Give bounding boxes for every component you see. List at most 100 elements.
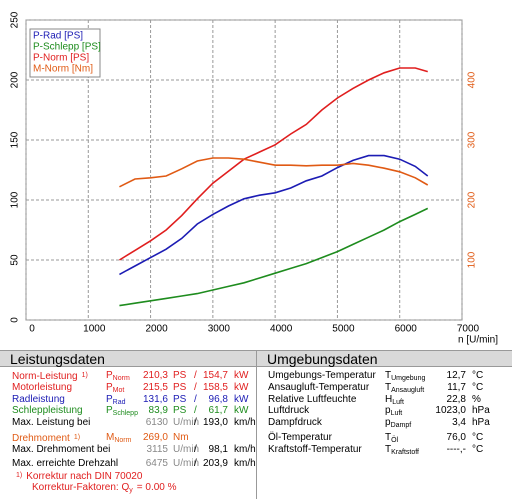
row-unit: kW — [234, 382, 249, 393]
row-unit: % — [472, 394, 481, 405]
row-label: Ansaugluft-Temperatur — [268, 382, 369, 394]
row-label: Korrektur-Faktoren: Qy = 0.00 % — [32, 482, 177, 497]
row-unit: U/min — [173, 417, 200, 428]
symbol: p — [385, 405, 391, 416]
row-unit: U/min — [173, 444, 200, 455]
symbol: P — [106, 394, 113, 405]
symbol-sub: Schlepp — [112, 410, 138, 417]
row-value: 61,7 — [208, 405, 228, 416]
row-label: Kraftstoff-Temperatur — [268, 444, 362, 455]
symbol-sub: Umgebung — [391, 375, 426, 382]
row-label: Umgebungs-Temperatur — [268, 370, 376, 381]
row-label: Norm-Leistung 1) — [12, 370, 92, 383]
row-label: Dampfdruck — [268, 417, 322, 428]
row-label: Max. Drehmoment bei — [12, 444, 110, 456]
row-unit: km/h — [234, 417, 256, 428]
row-value: 1023,0 — [435, 405, 466, 416]
row-symbol: PMot — [106, 382, 124, 397]
row-unit: °C — [472, 382, 484, 393]
row-unit: °C — [472, 370, 484, 381]
series-line — [119, 154, 429, 276]
row-label: Öl-Temperatur — [268, 432, 332, 443]
row-label: Schleppleistung — [12, 405, 83, 416]
x-tick-label: 6000 — [395, 324, 418, 335]
row-label: Motorleistung — [12, 382, 73, 393]
legend-entry: M-Norm [Nm] — [33, 64, 93, 75]
row-unit: kW — [234, 394, 249, 405]
row-label: Relative Luftfeuchte — [268, 394, 357, 405]
row-value: 76,0 — [446, 432, 466, 443]
symbol-sub: Norm — [112, 375, 130, 382]
y2-tick-label: 100 — [467, 251, 478, 268]
x-tick-label: 1000 — [83, 324, 106, 335]
section-header: Umgebungsdaten — [256, 350, 512, 367]
row-label: Drehmoment — [12, 433, 70, 444]
row-value: ----,- — [446, 444, 466, 455]
y2-tick-label: 300 — [467, 131, 478, 148]
symbol: P — [106, 382, 113, 393]
symbol-sub: Ansaugluft — [391, 387, 425, 394]
row-value: 3115 — [146, 444, 168, 455]
chart: n [U/min] 0 1000 2000 3000 4000 5000 6000 7000 0… — [10, 11, 499, 346]
symbol-sub: Luft — [390, 410, 403, 417]
row-label: Luftdruck — [268, 405, 310, 416]
y2-tick-label: 200 — [467, 191, 478, 208]
y-tick-label: 50 — [10, 254, 21, 266]
row-value: 6130 — [145, 417, 168, 428]
row-symbol: PRad — [106, 394, 126, 409]
row-label: Max. erreichte Drehzahl — [12, 458, 119, 469]
series-line — [119, 157, 429, 188]
symbol: T — [385, 432, 392, 443]
row-label: Max. Leistung bei — [12, 417, 90, 429]
separator — [256, 367, 257, 499]
row-label: Norm-Leistung — [12, 371, 78, 382]
row-note: 1) — [16, 472, 23, 479]
symbol-sub: Norm — [114, 437, 132, 444]
x-tick-label: 4000 — [270, 324, 293, 335]
row-unit: hPa — [472, 405, 490, 416]
row-label: Ansaugluft-Temperatur — [268, 382, 370, 393]
row-unit: PS — [173, 394, 187, 405]
row-symbol: pDampf — [385, 417, 411, 432]
symbol: T — [385, 382, 392, 393]
row-label: Umgebungs-Temperatur — [268, 370, 376, 382]
row-label: Korrektur-Faktoren: Q — [32, 482, 130, 493]
row-value: 83,9 — [148, 405, 168, 416]
row-value: 215,5 — [142, 382, 168, 393]
row-label: Korrektur nach DIN 70020 — [26, 471, 143, 482]
row-label: Motorleistung — [12, 382, 72, 394]
legend-entry: P-Norm [PS] — [33, 53, 89, 64]
x-tick-label: 0 — [29, 324, 35, 335]
symbol: T — [385, 444, 392, 455]
row-value: 131,6 — [142, 394, 168, 405]
series-line — [119, 67, 428, 261]
row-label: Luftdruck — [268, 405, 309, 417]
x-axis-label: n [U/min] — [458, 335, 498, 346]
symbol: H — [385, 394, 393, 405]
row-unit: °C — [472, 444, 484, 455]
row-unit: Nm — [173, 432, 189, 443]
row-label: Schleppleistung — [12, 405, 83, 417]
row-value: 193,0 — [202, 417, 228, 428]
row-label: Drehmoment 1) — [12, 432, 84, 445]
y-tick-label: 150 — [10, 131, 21, 148]
row-label: Max. erreichte Drehzahl — [12, 458, 118, 470]
row-separator: / — [194, 417, 197, 428]
row-separator: / — [194, 394, 197, 405]
row-value: 22,8 — [446, 394, 466, 405]
legend-box — [29, 28, 101, 78]
row-label: Relative Luftfeuchte — [268, 394, 356, 406]
row-unit: kW — [234, 405, 249, 416]
y-tick-label: 100 — [10, 191, 21, 208]
x-tick-label: 5000 — [332, 324, 355, 335]
legend-entry: P-Schlepp [PS] — [33, 42, 101, 53]
symbol-sub: Kraftstoff — [391, 449, 419, 456]
row-label: Radleistung — [12, 394, 65, 405]
row-label: 1) Korrektur nach DIN 70020 — [12, 470, 142, 483]
row-symbol: TÖl — [385, 432, 398, 447]
row-value: 3,4 — [452, 417, 466, 428]
row-value: 210,3 — [142, 370, 168, 381]
row-unit: km/h — [234, 444, 256, 455]
row-unit: kW — [234, 370, 249, 381]
